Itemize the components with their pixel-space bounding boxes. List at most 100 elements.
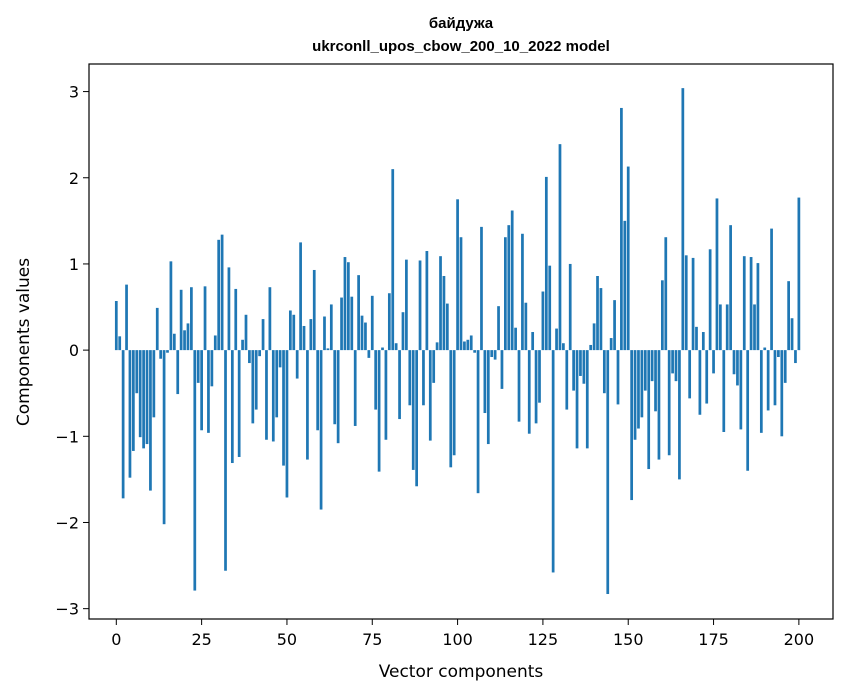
bar-167 (684, 255, 688, 351)
bar-119 (521, 233, 524, 351)
x-tick-label: 175 (698, 630, 729, 649)
bar-33 (227, 267, 231, 351)
bar-109 (486, 350, 490, 445)
bar-90 (422, 350, 425, 406)
x-tick-label: 100 (442, 630, 473, 649)
bar-158 (654, 350, 657, 412)
bars-group (114, 88, 801, 595)
bar-67 (343, 257, 347, 351)
x-tick-label: 200 (784, 630, 815, 649)
bar-69 (350, 296, 354, 351)
bar-15 (166, 350, 169, 353)
bar-42 (258, 350, 262, 357)
bar-60 (319, 350, 323, 510)
y-tick-label: 0 (69, 341, 79, 360)
bar-174 (708, 249, 712, 351)
bar-96 (442, 276, 446, 351)
bar-120 (524, 302, 528, 351)
bar-163 (671, 350, 674, 374)
bar-35 (234, 288, 238, 351)
bar-77 (377, 350, 381, 472)
bar-55 (302, 325, 306, 351)
bar-112 (497, 306, 500, 351)
y-tick-label: −2 (55, 513, 79, 532)
bar-197 (787, 281, 790, 351)
bar-4 (128, 350, 132, 478)
bar-66 (340, 297, 343, 351)
bar-115 (507, 225, 511, 351)
bar-198 (790, 318, 794, 351)
bar-165 (678, 350, 681, 480)
bar-93 (432, 350, 436, 383)
bar-63 (329, 304, 333, 351)
bar-143 (602, 350, 606, 394)
bar-130 (558, 144, 562, 351)
bar-46 (271, 350, 275, 442)
bar-183 (739, 350, 743, 430)
y-tick-label: −3 (55, 600, 79, 619)
bar-190 (763, 347, 767, 351)
bar-48 (278, 350, 282, 368)
bar-30 (217, 239, 221, 351)
bar-24 (196, 350, 200, 383)
bar-135 (575, 350, 579, 449)
bar-94 (435, 342, 439, 351)
bar-124 (538, 350, 541, 403)
bar-57 (309, 319, 313, 351)
bar-19 (179, 289, 183, 351)
bar-161 (664, 237, 668, 351)
bar-12 (155, 307, 159, 351)
x-tick-label: 150 (613, 630, 644, 649)
bar-142 (599, 288, 603, 351)
bar-134 (572, 350, 575, 391)
bar-195 (780, 350, 784, 437)
x-tick-label: 0 (111, 630, 121, 649)
x-tick-label: 75 (362, 630, 382, 649)
bar-147 (616, 350, 620, 405)
bar-136 (579, 350, 582, 376)
bar-160 (660, 280, 664, 351)
bar-91 (425, 251, 429, 351)
bar-117 (514, 327, 517, 351)
bar-192 (770, 228, 773, 351)
bar-99 (452, 350, 456, 456)
bar-52 (292, 314, 296, 351)
bar-172 (701, 332, 705, 351)
bar-8 (142, 350, 145, 449)
bar-194 (777, 350, 780, 358)
bar-155 (643, 350, 647, 391)
bar-44 (265, 350, 268, 440)
bar-118 (517, 350, 521, 422)
bar-61 (323, 316, 326, 351)
bar-170 (695, 326, 698, 351)
bar-150 (626, 166, 630, 351)
bar-126 (544, 176, 548, 351)
bar-181 (732, 350, 736, 375)
bar-157 (650, 350, 654, 382)
bar-31 (220, 234, 224, 351)
bar-36 (237, 350, 241, 457)
bar-175 (712, 350, 715, 374)
bar-133 (568, 263, 572, 351)
bar-92 (428, 350, 432, 441)
bar-10 (149, 350, 152, 491)
bar-128 (551, 350, 555, 573)
x-tick-label: 125 (528, 630, 559, 649)
bar-148 (620, 107, 623, 351)
bar-11 (152, 350, 156, 418)
bar-101 (459, 237, 463, 351)
bar-20 (183, 330, 186, 351)
bar-97 (445, 303, 449, 351)
bar-139 (589, 344, 593, 351)
bar-100 (456, 199, 459, 351)
bar-176 (715, 198, 719, 351)
bar-177 (719, 304, 722, 351)
y-tick-label: −1 (55, 427, 79, 446)
bar-40 (251, 350, 255, 424)
bar-164 (674, 350, 678, 382)
bar-21 (186, 323, 190, 351)
bar-25 (200, 350, 203, 431)
bar-180 (729, 225, 732, 351)
bar-105 (473, 350, 477, 353)
bar-162 (667, 350, 671, 456)
